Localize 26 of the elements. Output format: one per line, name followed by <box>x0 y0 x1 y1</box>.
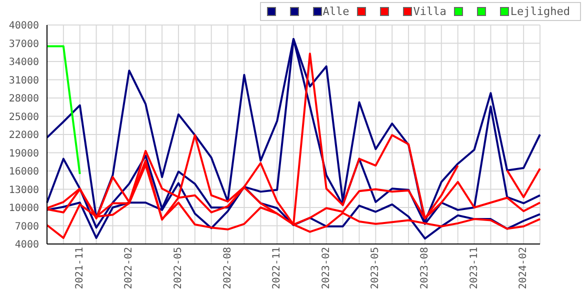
y-tick-label: 37000 <box>8 38 39 50</box>
x-tick-label: 2023-11 <box>468 247 480 290</box>
y-tick-label: 34000 <box>8 57 39 68</box>
y-tick-label: 10000 <box>8 203 39 214</box>
x-tick-label: 2022-05 <box>172 247 184 290</box>
x-tick-label: 2022-11 <box>272 247 283 290</box>
y-tick-label: 19000 <box>8 148 39 160</box>
y-tick-label: 16000 <box>8 166 39 178</box>
y-tick-label: 28000 <box>8 94 39 105</box>
x-tick-label: 2023-08 <box>419 247 430 290</box>
y-tick-label: 7000 <box>14 221 39 232</box>
legend-label: Villa <box>413 5 446 18</box>
y-tick-label: 22000 <box>8 130 39 142</box>
x-tick-label: 2022-08 <box>222 247 234 290</box>
y-tick-label: 31000 <box>8 75 39 86</box>
x-tick-label: 2021-11 <box>74 247 86 290</box>
x-tick-label: 2022-02 <box>124 247 135 290</box>
legend-label: Lejlighed <box>510 5 570 18</box>
y-tick-label: 40000 <box>8 20 39 32</box>
y-tick-label: 13000 <box>8 184 39 196</box>
y-tick-label: 4000 <box>14 240 39 251</box>
x-tick-label: 2024-02 <box>518 247 530 290</box>
x-tick-label: 2023-02 <box>320 247 332 290</box>
x-tick-label: 2023-05 <box>370 247 382 290</box>
legend-label: Alle <box>322 5 350 18</box>
y-tick-label: 25000 <box>8 112 39 123</box>
